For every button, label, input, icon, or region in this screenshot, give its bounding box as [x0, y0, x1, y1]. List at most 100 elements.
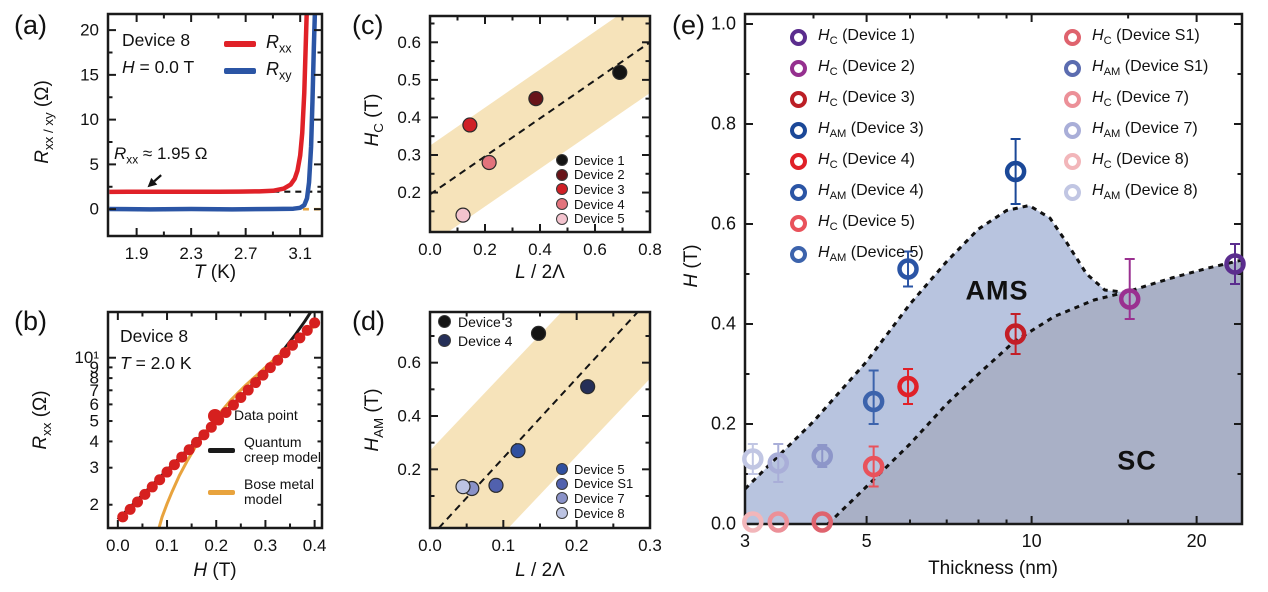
panel-a-xaxis-title: T (K)	[193, 262, 237, 283]
legend-label: Rxy	[266, 58, 292, 83]
legend-marker-icon	[208, 408, 222, 423]
hc-device-5	[862, 455, 885, 478]
data-points	[154, 474, 166, 486]
panel-e-tag: (e)	[672, 10, 705, 40]
legend-item: HAM (Device 4)	[790, 177, 924, 208]
data-points	[205, 421, 217, 433]
y-tick-label: 3	[90, 458, 99, 477]
legend-label: Device 4	[574, 196, 625, 212]
legend-label: HC (Device 5)	[818, 213, 916, 234]
data-points	[309, 317, 321, 329]
legend-item: Device 1	[556, 153, 625, 168]
data-points	[117, 511, 129, 523]
y-tick-label: 2	[90, 495, 99, 514]
y-tick-label: 0.2	[397, 183, 421, 202]
x-tick-label: 0.8	[638, 240, 662, 259]
hc-device-7	[767, 511, 790, 533]
legend-item: Device 8	[556, 506, 633, 521]
legend-item: HAM (Device 8)	[1064, 177, 1208, 208]
panel-b-tag: (b)	[14, 306, 47, 336]
legend-marker-icon	[224, 40, 256, 47]
legend-label: HAM (Device 4)	[818, 182, 924, 203]
x-tick-label: 5	[862, 531, 872, 551]
data-points	[301, 324, 313, 336]
error-bar	[903, 250, 914, 288]
device-3-point	[530, 325, 547, 341]
y-tick-label: 10	[80, 110, 99, 129]
legend-marker-icon	[790, 60, 807, 77]
legend-label: Device 3	[574, 181, 625, 197]
x-tick-label: 0.0	[106, 536, 130, 555]
panel-d-chart: 0.0 0.1 0.2 0.3 0.2 0.4 0.6	[397, 310, 662, 555]
legend-marker-icon	[556, 477, 568, 490]
data-points	[242, 384, 254, 396]
legend-marker-icon	[224, 67, 256, 74]
y-tick-label: 20	[80, 21, 99, 40]
x-tick-label: 2.7	[234, 244, 258, 263]
y-tick-label: 0.4	[711, 314, 736, 334]
legend-item: Rxx	[224, 30, 292, 57]
legend-item: HC (Device 4)	[790, 146, 924, 177]
panel-c-xaxis-title: L / 2Λ	[515, 262, 565, 283]
panel-a-chart: 1.9 2.3 2.7 3.1 0 5 10 15 20	[80, 12, 324, 263]
x-tick-label: 0.3	[638, 536, 662, 555]
data-points	[139, 488, 151, 500]
legend-marker-icon	[790, 215, 807, 232]
legend-marker-icon	[556, 168, 568, 181]
legend-marker-icon	[556, 492, 568, 505]
arrow-head-icon	[147, 177, 158, 188]
legend-marker-icon	[790, 153, 807, 170]
legend-label: HAM (Device 8)	[1092, 182, 1198, 203]
panel-d-legend-bottom: Device 5 Device S1 Device 7 Device 8	[556, 462, 633, 521]
error-bar	[868, 369, 879, 425]
device-4-point	[481, 154, 497, 171]
legend-label: HC (Device S1)	[1092, 27, 1200, 48]
legend-marker-icon	[1064, 60, 1081, 77]
error-bar	[1230, 243, 1241, 285]
panel-c-legend: Device 1 Device 2 Device 3 Device 4 Device 5	[556, 153, 625, 226]
panel-b-device-label: Device 8	[120, 326, 189, 346]
data-points	[279, 347, 291, 359]
data-points	[235, 391, 247, 403]
ham-device-s1	[811, 445, 833, 467]
data-points	[220, 407, 232, 419]
ham-device-8	[742, 448, 764, 470]
y-tick-label: 0	[90, 200, 99, 219]
legend-marker-icon	[1064, 122, 1081, 139]
ham-device-7	[767, 452, 790, 474]
legend-marker-icon	[1064, 29, 1081, 46]
data-points	[161, 466, 173, 478]
panel-b-xaxis-title: H (T)	[193, 560, 237, 581]
y-tick-label: 6	[90, 395, 99, 414]
device-3-point	[462, 117, 478, 133]
device-4-point	[580, 379, 596, 395]
legend-marker-icon	[556, 198, 568, 211]
panel-a-device-label: Device 8	[122, 30, 191, 50]
x-tick-label: 10	[1022, 531, 1042, 551]
x-tick-label: 0.4	[528, 240, 552, 259]
legend-label: HAM (Device 3)	[818, 120, 924, 141]
legend-label: Device 8	[574, 505, 625, 521]
legend-marker-icon	[438, 334, 451, 347]
data-points	[191, 436, 203, 448]
hc-device-1	[1224, 253, 1246, 275]
ams-region-label: AMS	[965, 275, 1029, 306]
confidence-band	[430, 312, 650, 528]
data-points	[264, 362, 276, 374]
panel-a-field-label: H = 0.0 T	[122, 57, 195, 77]
y-tick-label: 0.3	[397, 145, 421, 164]
legend-marker-icon	[208, 489, 235, 495]
panel-e-legend-left: HC (Device 1) HC (Device 2) HC (Device 3) H…	[790, 22, 924, 270]
panel-d-yaxis-title: HAM (T)	[362, 388, 386, 452]
legend-label: Rxx	[266, 31, 292, 56]
x-tick-label: 0.1	[492, 536, 516, 555]
x-tick-label: 0.1	[155, 536, 179, 555]
panel-b-yaxis-title: Rxx (Ω)	[30, 390, 54, 450]
legend-item: Data point	[208, 407, 321, 424]
plot-frame	[106, 310, 324, 530]
x-tick-label: 0.0	[418, 536, 442, 555]
x-tick-label: 0.6	[583, 240, 607, 259]
legend-item: HC (Device 1)	[790, 22, 924, 53]
x-tick-label: 3.1	[288, 244, 312, 263]
